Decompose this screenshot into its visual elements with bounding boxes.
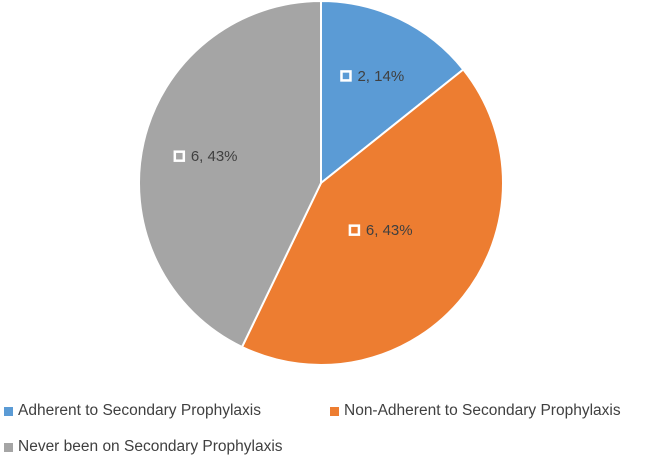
legend-item-non-adherent: Non-Adherent to Secondary Prophylaxis [330, 402, 621, 420]
data-label-marker-never [173, 150, 186, 162]
legend-item-adherent: Adherent to Secondary Prophylaxis [4, 402, 261, 420]
legend-swatch-non-adherent [330, 406, 339, 416]
legend-label-adherent: Adherent to Secondary Prophylaxis [18, 402, 261, 419]
data-label-text-adherent: 2, 14% [357, 68, 404, 85]
legend-label-never: Never been on Secondary Prophylaxis [18, 438, 283, 455]
legend-swatch-adherent [4, 406, 13, 416]
data-label-text-non-adherent: 6, 43% [366, 222, 413, 239]
data-label-marker-non-adherent [348, 224, 361, 236]
data-label-adherent: 2, 14% [340, 68, 404, 85]
data-label-marker-adherent [340, 70, 352, 82]
pie-slice-non-adherent [240, 68, 504, 366]
data-label-non-adherent: 6, 43% [348, 222, 413, 239]
legend: Adherent to Secondary Prophylaxis Non-Ad… [0, 392, 650, 459]
legend-label-non-adherent: Non-Adherent to Secondary Prophylaxis [344, 402, 621, 419]
data-label-text-never: 6, 43% [191, 148, 238, 165]
pie-slice-never [138, 0, 322, 349]
pie-slice-adherent [320, 0, 465, 186]
data-label-never: 6, 43% [173, 148, 238, 165]
pie-chart: 2, 14% 6, 43% 6, 43% [138, 0, 504, 366]
legend-swatch-never [4, 442, 13, 452]
legend-item-never: Never been on Secondary Prophylaxis [4, 438, 283, 456]
